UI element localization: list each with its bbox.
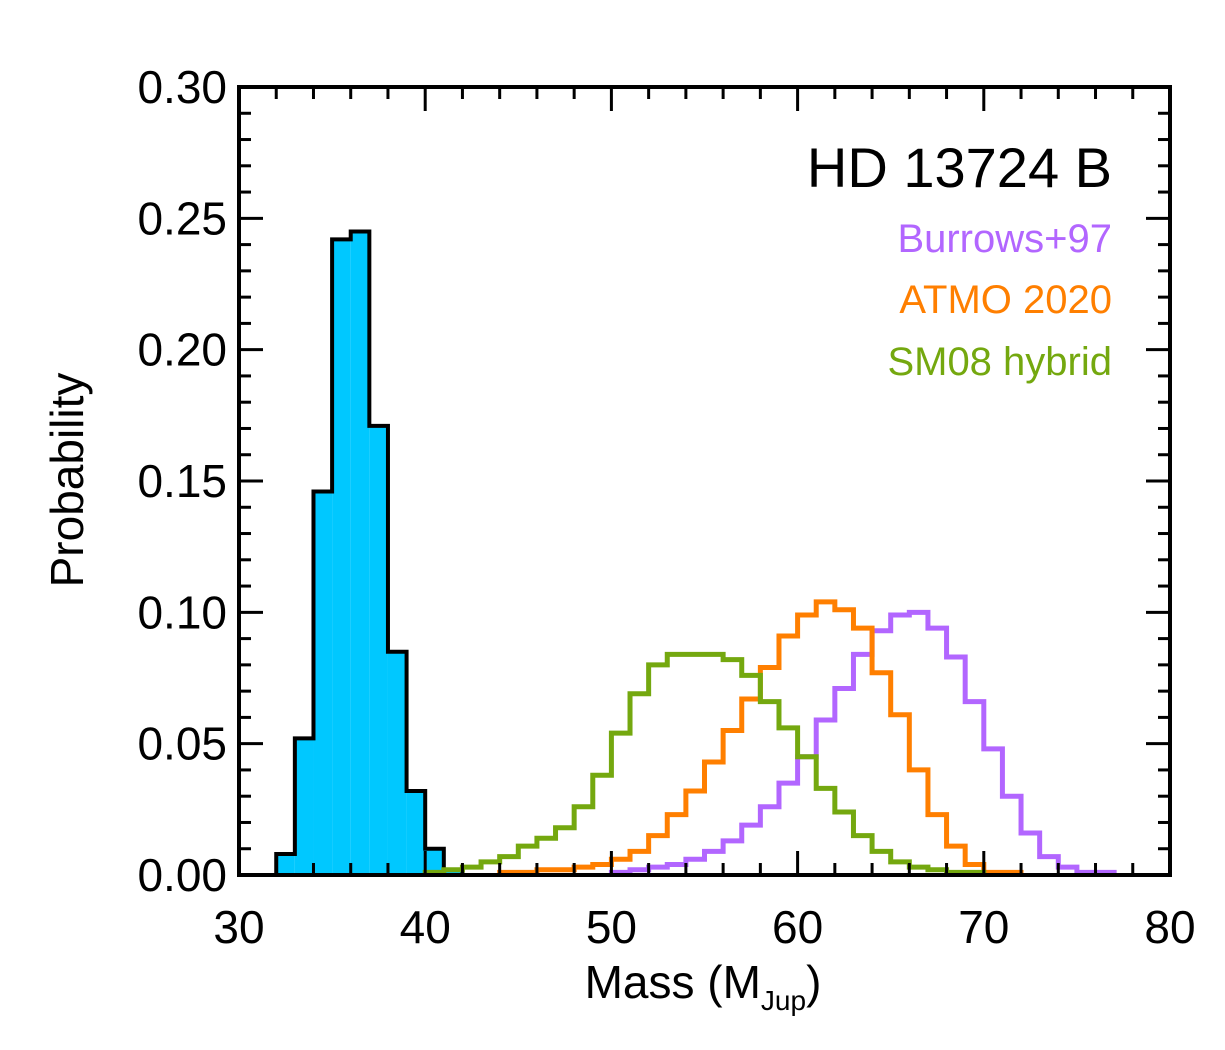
bar-dynamical-mass-1 [294,738,314,875]
x-axis-title-close: ) [806,956,821,1008]
y-tick-label: 0.20 [137,324,227,376]
legend-item-sm08: SM08 hybrid [887,340,1112,384]
bar-dynamical-mass-3 [332,239,351,876]
bar-dynamical-mass-6 [387,651,407,875]
legend-item-burrows: Burrows+97 [897,217,1112,261]
bar-dynamical-mass-0 [276,853,295,875]
outline-dynamical-mass [274,229,465,875]
y-tick-label: 0.30 [137,61,227,113]
legend-item-atmo: ATMO 2020 [899,278,1112,322]
y-tick-label: 0.15 [137,455,227,507]
x-axis-title: Mass (MJup) [585,956,822,1016]
series-dynamical-mass [274,229,465,876]
plot-frame [237,85,1172,877]
line-atmo-2020 [497,599,1024,875]
series-layer [274,229,1117,876]
bar-dynamical-mass-5 [369,425,388,875]
x-tick-label: 80 [1144,901,1195,953]
chart-title: HD 13724 B [807,136,1112,199]
line-burrows-97 [608,609,1117,875]
y-axis-title: Probability [41,373,93,588]
x-axis-title-sub: Jup [761,985,806,1016]
y-tick-label: 0.10 [137,586,227,638]
bar-dynamical-mass-9 [443,869,463,875]
x-tick-label: 40 [400,901,451,953]
bar-dynamical-mass-8 [425,848,444,875]
y-tick-label: 0.05 [137,718,227,770]
bar-dynamical-mass-4 [350,231,370,876]
labels-layer: 30 40 50 60 70 80 0.00 0.05 0.10 0.15 0.20 0.25 0.30 [137,61,1195,953]
y-tick-label: 0.25 [137,192,227,244]
x-tick-label: 70 [958,901,1009,953]
line-sm08-hybrid [422,651,987,875]
y-tick-label: 0.00 [137,849,227,901]
x-tick-label: 30 [213,901,264,953]
bar-dynamical-mass-2 [313,491,333,875]
x-axis-title-main: Mass (M [585,956,761,1008]
x-tick-label: 60 [772,901,823,953]
bar-dynamical-mass-7 [406,790,426,875]
x-tick-label: 50 [586,901,637,953]
